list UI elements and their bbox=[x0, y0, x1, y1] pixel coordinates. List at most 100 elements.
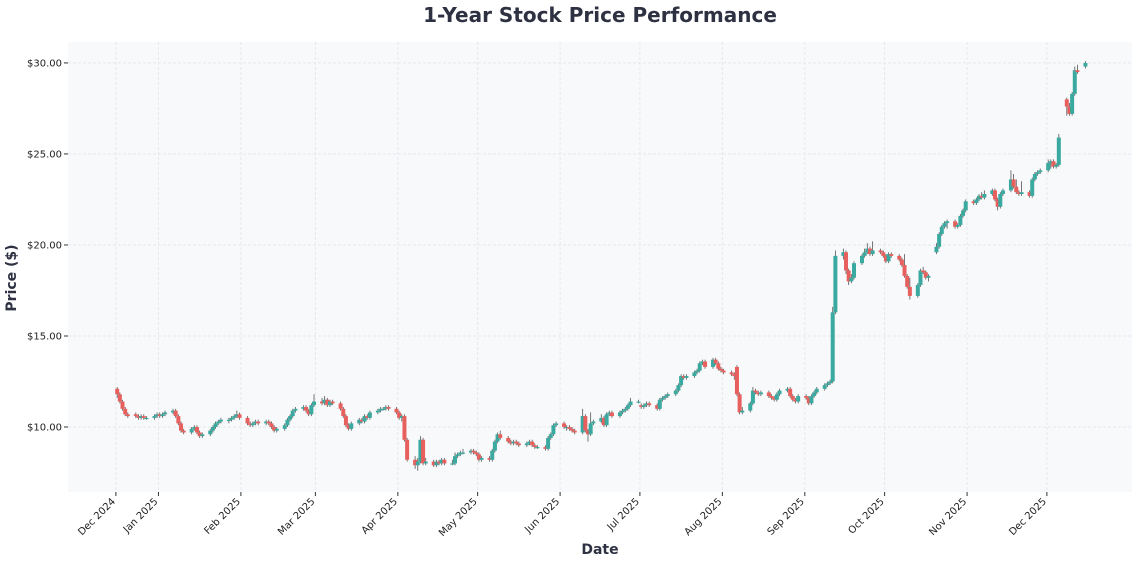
candle-body-down bbox=[713, 359, 718, 364]
candle-body-down bbox=[846, 270, 851, 282]
x-tick-label: Jan 2025 bbox=[121, 496, 161, 536]
candle-body-down bbox=[1051, 161, 1056, 167]
candle-body-up bbox=[282, 425, 287, 429]
candle-body-up bbox=[809, 396, 814, 404]
candle-body-down bbox=[583, 416, 588, 431]
candle-body-down bbox=[359, 419, 364, 422]
candle-body-down bbox=[431, 461, 436, 466]
candle-body-down bbox=[756, 392, 761, 395]
candle-body-up bbox=[381, 408, 386, 411]
candle-body-up bbox=[218, 419, 223, 422]
x-tick-label: Nov 2025 bbox=[927, 496, 969, 538]
candle-body-down bbox=[562, 423, 567, 428]
candle-body-up bbox=[548, 434, 553, 438]
candle-body-up bbox=[1000, 190, 1005, 195]
candle-body-down bbox=[772, 397, 777, 400]
candle-body-up bbox=[460, 452, 465, 454]
candle-body-down bbox=[487, 457, 492, 460]
candle-body-up bbox=[152, 416, 157, 418]
candle-body-up bbox=[285, 419, 290, 426]
chart-title: 1-Year Stock Price Performance bbox=[423, 3, 777, 27]
x-tick-label: Oct 2025 bbox=[846, 496, 886, 536]
candle-body-down bbox=[343, 416, 348, 426]
candle-body-up bbox=[1019, 192, 1024, 195]
candle-body-up bbox=[200, 434, 205, 437]
x-tick-label: Apr 2025 bbox=[360, 496, 400, 536]
candle-body-up bbox=[229, 417, 234, 420]
candle-body-up bbox=[822, 385, 827, 389]
candle-body-up bbox=[492, 441, 497, 451]
candle-body-down bbox=[769, 396, 774, 398]
candle-body-up bbox=[977, 195, 982, 200]
x-tick-label: Aug 2025 bbox=[683, 496, 725, 538]
candle-body-up bbox=[604, 414, 609, 426]
candle-body-up bbox=[564, 427, 569, 429]
candle-body-up bbox=[1048, 161, 1053, 164]
candle-body-down bbox=[304, 406, 309, 411]
candle-body-down bbox=[405, 439, 410, 460]
candle-body-up bbox=[362, 416, 367, 422]
candle-body-down bbox=[719, 368, 723, 371]
y-tick-label: $25.00 bbox=[27, 149, 62, 160]
candle-body-up bbox=[628, 401, 633, 406]
candle-body-up bbox=[636, 401, 641, 403]
candle-body-up bbox=[617, 412, 622, 417]
candle-body-up bbox=[274, 428, 279, 431]
candle-body-up bbox=[711, 359, 716, 367]
candle-body-up bbox=[825, 383, 830, 386]
candle-body-down bbox=[474, 452, 479, 455]
candle-body-down bbox=[514, 441, 519, 444]
candle-body-up bbox=[814, 388, 819, 393]
candle-body-down bbox=[176, 416, 181, 424]
candle-body-up bbox=[926, 275, 931, 278]
candle-body-down bbox=[320, 401, 324, 404]
candle-body-up bbox=[599, 417, 604, 422]
candle-body-up bbox=[479, 457, 484, 460]
candle-body-down bbox=[245, 417, 250, 424]
candle-body-down bbox=[897, 255, 902, 260]
x-tick-label: Jul 2025 bbox=[605, 496, 642, 533]
candle-body-down bbox=[506, 437, 511, 442]
candle-body-up bbox=[588, 423, 593, 435]
candle-body-down bbox=[902, 264, 907, 276]
candle-body-down bbox=[1014, 186, 1019, 193]
candle-body-up bbox=[660, 397, 665, 400]
candle-body-down bbox=[248, 423, 253, 426]
candle-body-up bbox=[828, 381, 833, 384]
candle-body-down bbox=[766, 392, 771, 397]
candle-body-up bbox=[312, 401, 317, 406]
candle-body-up bbox=[740, 410, 745, 413]
candle-body-up bbox=[551, 425, 556, 435]
candle-body-down bbox=[397, 412, 402, 418]
candle-body-up bbox=[673, 390, 678, 395]
candle-body-up bbox=[1046, 163, 1051, 171]
candle-body-down bbox=[179, 423, 184, 431]
candle-body-up bbox=[644, 403, 649, 406]
plot-area bbox=[68, 42, 1132, 492]
candle-body-up bbox=[216, 421, 221, 424]
x-tick-label: Mar 2025 bbox=[276, 496, 317, 537]
candle-body-down bbox=[790, 396, 795, 400]
candle-body-up bbox=[210, 427, 215, 431]
candle-body-down bbox=[992, 190, 997, 200]
candle-body-up bbox=[468, 450, 473, 453]
candle-body-down bbox=[181, 430, 186, 433]
candle-body-down bbox=[889, 254, 894, 256]
candle-body-up bbox=[580, 416, 585, 433]
candle-body-up bbox=[833, 255, 838, 313]
candle-body-up bbox=[974, 199, 979, 204]
candle-body-up bbox=[620, 410, 625, 413]
candle-body-down bbox=[647, 403, 652, 406]
candle-body-down bbox=[883, 255, 888, 262]
candle-body-up bbox=[886, 254, 891, 262]
candle-body-up bbox=[934, 246, 939, 253]
candle-body-down bbox=[737, 394, 742, 413]
candle-body-up bbox=[399, 416, 404, 418]
candle-body-down bbox=[804, 396, 809, 398]
candle-body-up bbox=[939, 226, 944, 235]
candle-body-down bbox=[655, 405, 660, 409]
candle-body-up bbox=[830, 312, 835, 382]
candle-body-up bbox=[1056, 137, 1061, 165]
candle-body-down bbox=[609, 412, 614, 417]
